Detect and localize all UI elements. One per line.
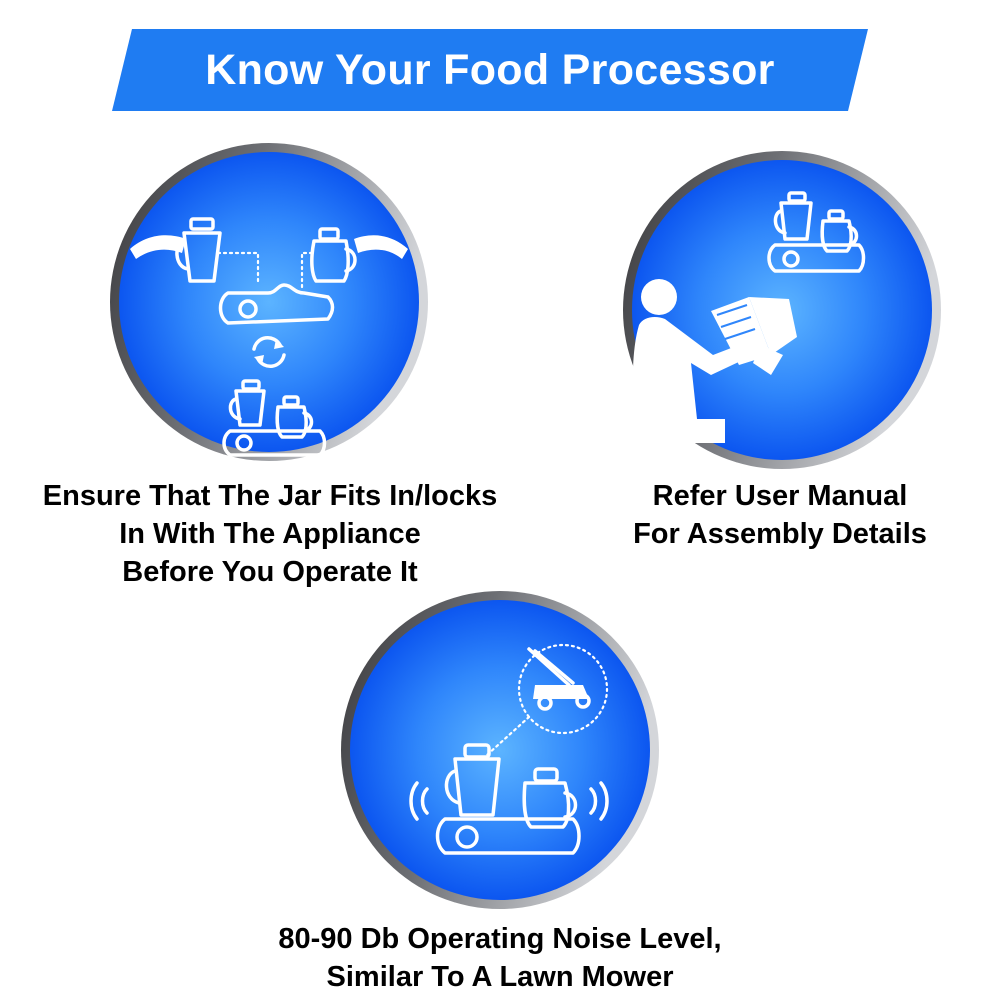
motor-base-icon bbox=[218, 283, 335, 325]
caption-line: Ensure That The Jar Fits In/locks bbox=[42, 480, 498, 512]
title-banner: Know Your Food Processor bbox=[112, 29, 868, 111]
rotate-arrows-icon bbox=[252, 336, 286, 368]
person-reading-manual-icon bbox=[632, 279, 797, 443]
caption-line: Refer User Manual bbox=[652, 480, 908, 512]
hand-right-icon bbox=[354, 235, 408, 259]
sound-waves-icon bbox=[409, 781, 609, 821]
caption-line: Before You Operate It bbox=[122, 556, 418, 588]
noise-level-medallion bbox=[339, 589, 661, 911]
lawn-mower-icon bbox=[517, 643, 609, 735]
assembled-processor-icon bbox=[435, 743, 581, 855]
assembled-processor-icon bbox=[222, 379, 327, 457]
assembled-processor-icon bbox=[767, 191, 866, 273]
jar-fit-caption: Ensure That The Jar Fits In/locks In Wit… bbox=[0, 477, 540, 591]
caption-line: Similar To A Lawn Mower bbox=[326, 961, 674, 993]
hand-left-icon bbox=[130, 235, 186, 259]
caption-line: 80-90 Db Operating Noise Level, bbox=[278, 923, 722, 955]
page-title: Know Your Food Processor bbox=[205, 45, 775, 94]
jar-icon bbox=[175, 217, 222, 283]
banner-shape bbox=[112, 29, 868, 111]
bowl-jar-icon bbox=[310, 227, 357, 283]
user-manual-medallion bbox=[621, 149, 943, 471]
user-manual-caption: Refer User Manual For Assembly Details bbox=[600, 477, 960, 553]
jar-fit-medallion bbox=[108, 141, 430, 463]
noise-level-caption: 80-90 Db Operating Noise Level, Similar … bbox=[180, 920, 820, 996]
caption-line: For Assembly Details bbox=[633, 518, 927, 550]
caption-line: In With The Appliance bbox=[119, 518, 421, 550]
